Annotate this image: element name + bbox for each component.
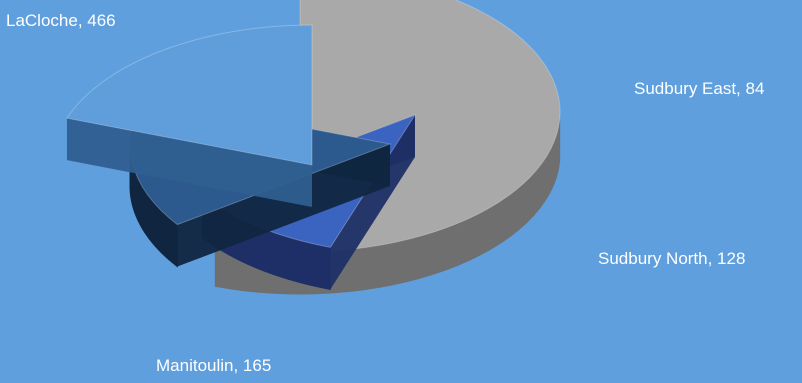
slice-manitoulin — [66, 24, 313, 207]
data-label-sudbury-north: Sudbury North, 128 — [598, 249, 746, 268]
slice-side-lacloche — [214, 118, 561, 295]
data-label-lacloche: LaCloche, 466 — [6, 11, 116, 30]
data-label-manitoulin: Manitoulin, 165 — [156, 356, 272, 375]
slice-cut-manitoulin-0 — [66, 118, 312, 207]
slice-top-manitoulin — [66, 24, 313, 166]
data-label-sudbury-east: Sudbury East, 84 — [634, 79, 765, 98]
slice-side-sudbury-north — [129, 145, 178, 268]
